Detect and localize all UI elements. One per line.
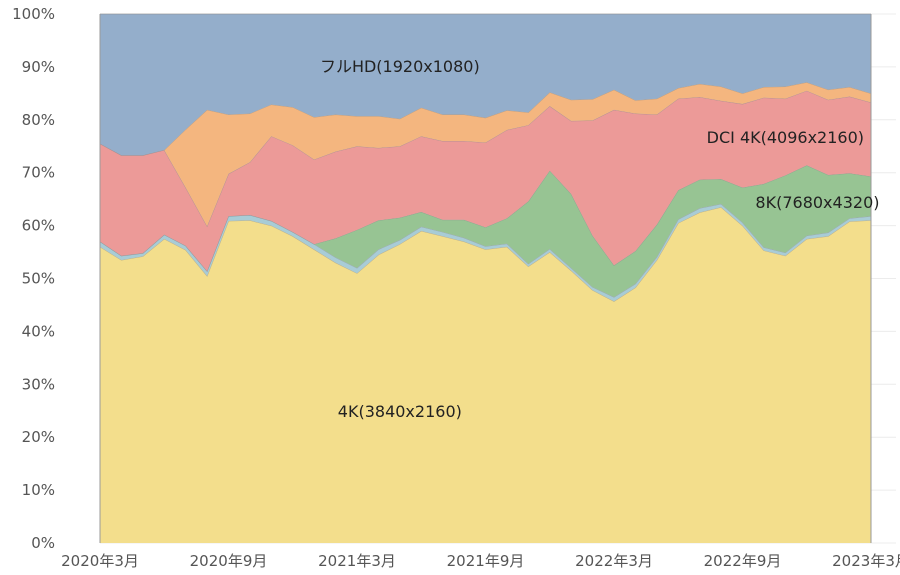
y-tick-label: 20% [22,428,55,446]
x-tick-label: 2022年3月 [575,552,653,570]
series-label: 8K(7680x4320) [755,193,879,212]
y-tick-label: 10% [22,481,55,499]
area-layer [99,13,872,543]
y-tick-label: 50% [22,270,55,288]
x-axis: 2020年3月 2020年9月 2021年3月 2021年9月 2022年3月 2022年… [61,552,900,570]
y-tick-label: 70% [22,164,55,182]
x-tick-label: 2022年9月 [704,552,782,570]
y-tick-label: 0% [31,534,55,552]
x-tick-label: 2020年9月 [190,552,268,570]
y-tick-label: 60% [22,217,55,235]
y-tick-label: 90% [22,58,55,76]
area-series-4 [100,82,871,227]
series-label: 4K(3840x2160) [338,402,462,421]
area-series-0 [100,207,871,543]
y-tick-label: 80% [22,111,55,129]
x-tick-label: 2021年9月 [447,552,525,570]
series-label: フルHD(1920x1080) [320,57,480,76]
area-series-5 [100,14,871,156]
annotation-layer: フルHD(1920x1080) DCI 4K(4096x2160) 8K(7680x… [320,57,880,421]
x-tick-label: 2023年3月 [832,552,900,570]
series-label: DCI 4K(4096x2160) [707,128,864,147]
area-series-2 [100,165,871,298]
y-axis: 0% 10% 20% 30% 40% 50% 60% 70% 80% 90% 100% [12,5,55,552]
y-tick-label: 40% [22,322,55,340]
x-tick-label: 2020年3月 [61,552,139,570]
y-tick-label: 100% [12,5,55,23]
area-series-3 [100,90,871,272]
y-tick-label: 30% [22,375,55,393]
x-tick-label: 2021年3月 [318,552,396,570]
